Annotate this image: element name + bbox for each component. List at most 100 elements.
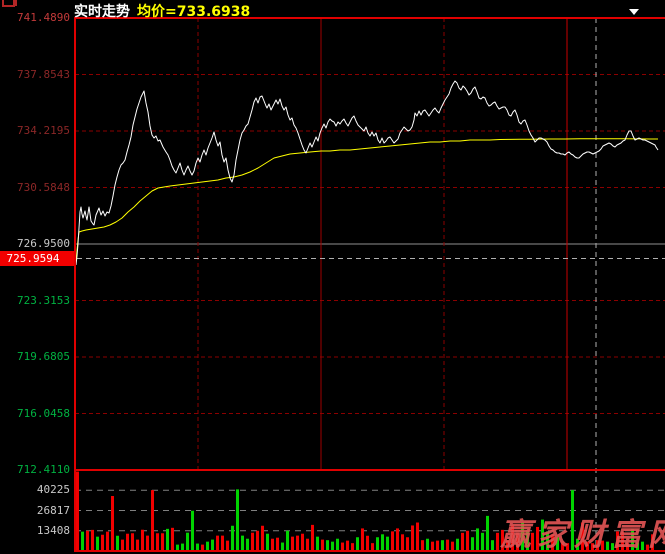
volume-bar (651, 534, 654, 551)
volume-axis-label: 26817 (36, 503, 70, 517)
volume-bar (556, 537, 559, 551)
volume-bar (366, 535, 369, 551)
volume-bar (481, 532, 484, 551)
volume-bar (601, 540, 604, 551)
volume-bar (286, 530, 289, 551)
volume-bar (506, 540, 509, 551)
volume-bar (186, 532, 189, 551)
volume-bar (491, 540, 494, 551)
volume-bar (246, 538, 249, 551)
volume-bar (426, 538, 429, 551)
volume-bar (331, 541, 334, 551)
volume-bar (406, 537, 409, 551)
volume-bar (631, 529, 634, 551)
volume-bar (396, 528, 399, 551)
volume-bar (381, 534, 384, 551)
volume-bar (641, 541, 644, 551)
volume-bar (181, 543, 184, 551)
chart-header: 实时走势 均价=733.6938 (74, 1, 250, 21)
volume-bar (256, 530, 259, 551)
volume-bar (101, 534, 104, 551)
volume-bar (496, 532, 499, 551)
volume-bar (176, 544, 179, 551)
price-series (75, 80, 659, 266)
volume-bar (586, 541, 589, 551)
volume-bar (621, 532, 624, 551)
volume-bar (276, 537, 279, 551)
volume-bar (581, 522, 584, 551)
volume-bar (146, 535, 149, 551)
volume-bar (211, 539, 214, 551)
y-axis-label: 741.4890 (17, 11, 70, 24)
volume-bar (106, 531, 109, 551)
volume-bar (456, 538, 459, 551)
volume-bar (476, 528, 479, 551)
volume-bar (116, 535, 119, 551)
y-axis-label: 726.9500 (17, 237, 70, 250)
volume-bar (431, 541, 434, 551)
volume-bar (136, 539, 139, 551)
volume-bar (626, 543, 629, 551)
y-axis-label: 723.3153 (17, 293, 70, 307)
volume-bar (551, 534, 554, 551)
volume-bar (96, 536, 99, 551)
volume-bar (201, 544, 204, 551)
volume-bar (266, 533, 269, 551)
volume-bar (216, 535, 219, 551)
price-grid (75, 18, 665, 470)
y-axis-label: 737.8543 (17, 67, 70, 81)
volume-bar (521, 522, 524, 551)
volume-bar (221, 535, 224, 551)
volume-bar (416, 522, 419, 551)
volume-bar (376, 537, 379, 551)
volume-bar (126, 533, 129, 551)
clipped-glyph-shape (15, 0, 17, 6)
volume-bar (371, 543, 374, 551)
volume-axis-label: 13408 (36, 523, 70, 537)
volume-bar (391, 531, 394, 551)
volume-bar (596, 540, 599, 551)
average-price-label: 均价=733.6938 (137, 4, 251, 20)
volume-bar (526, 531, 529, 551)
volume-bar (311, 524, 314, 551)
volume-bar (401, 534, 404, 551)
average-price-line (75, 138, 658, 263)
volume-bar (486, 515, 489, 551)
volume-bar (81, 531, 84, 551)
volume-bar (576, 538, 579, 551)
volume-bar (466, 530, 469, 551)
volume-bar (511, 525, 514, 551)
volume-bar (261, 525, 264, 551)
volume-bar (271, 538, 274, 551)
volume-bar (591, 543, 594, 551)
watermark-text: 赢家财富网 (500, 517, 665, 553)
volume-bar (606, 541, 609, 551)
crosshair-lines (77, 18, 665, 551)
volume-bar (161, 533, 164, 551)
volume-bar (241, 535, 244, 551)
volume-bar (166, 528, 169, 551)
volume-bar (646, 544, 649, 551)
volume-bar (131, 533, 134, 551)
clipped-glyph-shape (2, 0, 15, 7)
triangle-down-indicator-icon[interactable] (629, 9, 639, 15)
volume-bar (346, 540, 349, 551)
volume-bar (86, 530, 89, 551)
volume-bar (611, 543, 614, 551)
volume-bar (361, 528, 364, 551)
volume-bar (316, 536, 319, 551)
current-price-marker: 725.9594 (0, 251, 74, 266)
volume-bar (196, 543, 199, 551)
volume-bar (546, 531, 549, 551)
volume-bar (111, 495, 114, 551)
page-title: 实时走势 (74, 4, 130, 20)
panel-borders (74, 17, 665, 552)
volume-bar (501, 529, 504, 551)
volume-bar (121, 539, 124, 551)
volume-bar (156, 533, 159, 551)
volume-bar (386, 536, 389, 551)
volume-bar (236, 489, 239, 551)
y-axis-label: 719.6805 (17, 350, 70, 363)
